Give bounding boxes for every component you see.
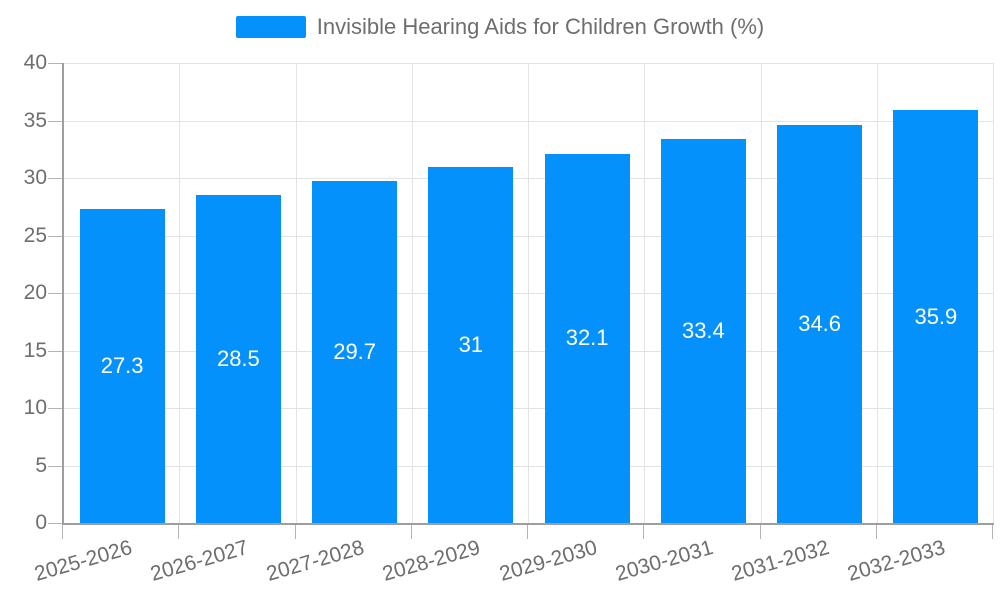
y-axis-tick	[48, 523, 62, 524]
gridline-horizontal	[64, 235, 994, 237]
x-axis-category-label: 2028-2029	[380, 536, 484, 586]
bar-2025-2026: 27.3	[79, 209, 165, 523]
y-axis-tick	[48, 235, 62, 237]
y-axis-tick	[48, 465, 62, 467]
y-axis-tick	[48, 293, 62, 294]
x-axis-tick	[759, 525, 761, 539]
bar-value-label: 27.3	[100, 353, 144, 379]
gridline-vertical	[295, 63, 297, 523]
gridline-horizontal	[64, 178, 994, 179]
x-axis-tick	[643, 525, 645, 539]
bar-value-label: 34.6	[798, 311, 842, 337]
legend[interactable]: Invisible Hearing Aids for Children Grow…	[0, 14, 1000, 40]
bar-value-label: 32.1	[565, 325, 609, 351]
bar-value-label: 35.9	[914, 303, 958, 329]
bar-2030-2031: 33.4	[660, 138, 746, 523]
x-axis-category-label: 2032-2033	[845, 536, 949, 586]
x-axis-category-label: 2026-2027	[147, 536, 251, 586]
x-axis-tick	[875, 525, 877, 539]
y-axis-tick-label: 20	[23, 281, 47, 304]
bar-value-label: 31	[458, 331, 484, 357]
y-axis-tick-label: 15	[23, 338, 47, 362]
legend-label: Invisible Hearing Aids for Children Grow…	[316, 14, 765, 39]
x-axis-category-label: 2031-2032	[729, 536, 832, 586]
y-axis-tick	[48, 350, 62, 352]
y-axis-tick-label: 25	[23, 223, 47, 247]
y-axis-tick	[48, 178, 62, 179]
bar-2028-2029: 31	[428, 166, 514, 523]
bar-value-label: 29.7	[333, 339, 377, 365]
gridline-horizontal	[64, 350, 994, 352]
y-axis-tick	[48, 63, 62, 64]
gridline-horizontal	[64, 120, 994, 122]
gridline-horizontal	[64, 408, 994, 409]
y-axis-tick	[48, 408, 62, 409]
x-axis-category-label: 2027-2028	[264, 536, 367, 586]
gridline-horizontal	[64, 465, 994, 467]
legend-swatch-icon	[235, 16, 306, 38]
gridline-vertical	[528, 63, 529, 523]
bar-2026-2027: 28.5	[195, 195, 281, 523]
gridline-vertical	[876, 63, 878, 523]
x-axis-category-label: 2025-2026	[31, 536, 135, 586]
x-axis-tick	[992, 525, 993, 539]
y-axis-tick-label: 30	[23, 166, 47, 189]
bar-2027-2028: 29.7	[312, 181, 398, 523]
gridline-vertical	[411, 63, 413, 523]
x-axis-tick	[62, 525, 63, 539]
gridline-horizontal	[64, 63, 994, 64]
y-axis-tick-label: 40	[23, 51, 47, 74]
gridline-vertical	[179, 63, 181, 523]
gridline-vertical	[644, 63, 646, 523]
gridline-vertical	[760, 63, 762, 523]
gridline-horizontal	[64, 293, 994, 294]
y-axis-tick	[48, 120, 62, 122]
bar-value-label: 33.4	[681, 317, 725, 343]
x-axis-tick	[178, 525, 180, 539]
x-axis-category-label: 2029-2030	[496, 536, 600, 586]
y-axis-tick-label: 35	[23, 108, 47, 132]
x-axis-tick	[527, 525, 528, 539]
bar-value-label: 28.5	[216, 346, 260, 372]
y-axis-tick-label: 5	[35, 453, 47, 477]
x-axis-tick	[410, 525, 412, 539]
y-axis-tick-label: 0	[35, 511, 47, 534]
gridline-vertical	[993, 63, 994, 523]
bar-2032-2033: 35.9	[893, 110, 979, 523]
x-axis-category-label: 2030-2031	[612, 536, 716, 586]
x-axis-tick	[294, 525, 296, 539]
bar-2029-2030: 32.1	[544, 153, 630, 523]
plot-area: 27.3 28.5 29.7 31 32.1 33.4 34.6 35.9	[62, 63, 994, 525]
y-axis-tick-label: 10	[23, 396, 47, 419]
bar-2031-2032: 34.6	[777, 125, 863, 523]
